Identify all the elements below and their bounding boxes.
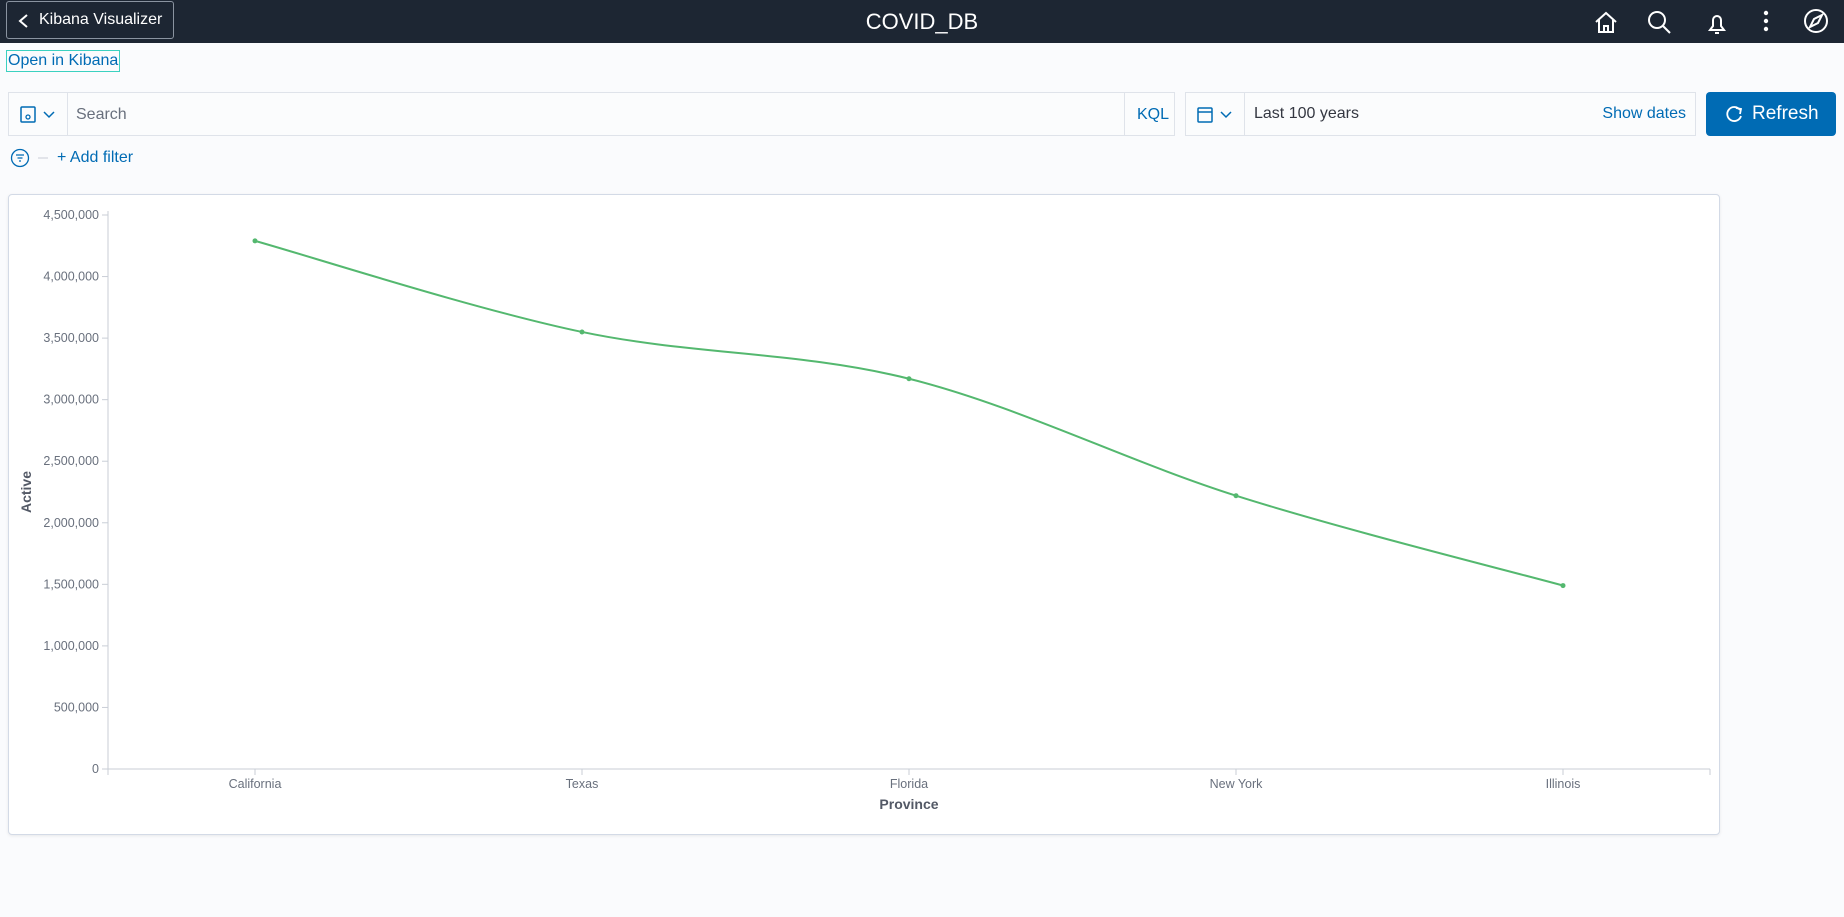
y-tick-label: 500,000 (54, 700, 99, 714)
refresh-label: Refresh (1752, 103, 1819, 124)
y-axis-label: Active (18, 471, 34, 513)
y-tick-label: 4,000,000 (43, 270, 99, 284)
back-label: Kibana Visualizer (39, 11, 163, 28)
y-tick-label: 3,500,000 (43, 331, 99, 345)
page-title: COVID_DB (865, 8, 979, 34)
y-tick-label: 1,000,000 (43, 639, 99, 653)
line-series (254, 239, 1564, 587)
language-toggle[interactable]: KQL (1137, 106, 1170, 123)
open-link[interactable]: Open in Kibana (6, 50, 121, 72)
y-tick-label: 2,500,000 (43, 454, 99, 468)
x-axis-label: Province (879, 796, 938, 812)
y-tick-label: 0 (92, 762, 99, 776)
search-bar: Search KQL (8, 92, 1175, 136)
data-point (252, 238, 258, 244)
x-tick-label: Illinois (1546, 777, 1581, 791)
add-filter[interactable]: + Add filter (57, 149, 134, 166)
saved-query-icon[interactable] (19, 105, 59, 125)
x-tick-label: California (229, 777, 282, 791)
x-tick-label: New York (1210, 777, 1264, 791)
filter-icon[interactable] (10, 148, 50, 168)
data-point (1233, 493, 1239, 499)
divider (1244, 93, 1245, 135)
data-point (579, 329, 585, 335)
refresh-button[interactable]: Refresh (1706, 92, 1836, 136)
x-tick-label: Texas (566, 777, 599, 791)
back-button[interactable]: Kibana Visualizer (6, 1, 174, 39)
date-picker: Last 100 years Show dates (1185, 92, 1696, 136)
time-range[interactable]: Last 100 years (1254, 105, 1359, 122)
y-tick-label: 2,000,000 (43, 516, 99, 530)
divider (1124, 93, 1125, 135)
data-point (1560, 583, 1566, 589)
chevron-icon (18, 14, 28, 28)
header-bar: COVID_DB (0, 0, 1844, 43)
chart: Active Province 0 500,000 1,000,000 1,500,0… (18, 208, 1711, 812)
y-tick-label: 4,500,000 (43, 208, 99, 222)
chart-panel: Active Province 0 500,000 1,000,000 1,500,0… (8, 194, 1720, 835)
calendar-icon[interactable] (1196, 105, 1236, 125)
show-dates[interactable]: Show dates (1602, 105, 1686, 122)
y-tick-label: 3,000,000 (43, 393, 99, 407)
refresh-icon (1726, 106, 1743, 122)
data-point (906, 376, 912, 382)
y-tick-label: 1,500,000 (43, 577, 99, 591)
x-tick-label: Florida (890, 777, 928, 791)
search-input[interactable]: Search (76, 106, 127, 123)
divider (67, 93, 68, 135)
header-icons (1595, 9, 1828, 34)
